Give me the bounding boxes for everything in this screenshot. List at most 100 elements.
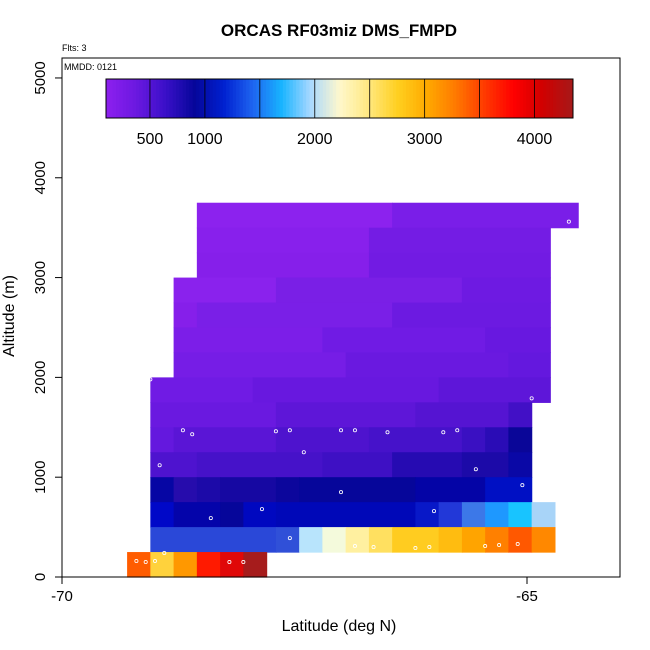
data-point: [273, 429, 278, 434]
heatmap-cell: [299, 527, 323, 553]
data-point: [190, 203, 195, 208]
heatmap-cell: [243, 502, 277, 528]
colorbar-segment: [492, 79, 497, 118]
colorbar-segment: [256, 79, 260, 118]
colorbar-segment: [249, 79, 254, 118]
colorbar-segment: [366, 79, 371, 118]
heatmap-cell: [438, 377, 551, 403]
colorbar-segment: [236, 79, 240, 118]
colorbar-tick-label: 1000: [187, 131, 223, 148]
heatmap-cell: [220, 477, 277, 503]
heatmap-cell: [392, 302, 551, 329]
heatmap-cell: [173, 502, 221, 528]
heatmap-cell: [196, 552, 221, 578]
colorbar-segment: [442, 79, 447, 118]
colorbar-segment: [132, 79, 137, 118]
colorbar-segment: [449, 79, 454, 118]
colorbar-segment: [276, 79, 280, 118]
colorbar-segment: [559, 79, 564, 118]
colorbar-segment: [322, 79, 327, 118]
heatmap-cell: [461, 452, 509, 478]
colorbar-segment: [329, 79, 334, 118]
colorbar-tick-label: 2000: [297, 131, 333, 148]
colorbar-segment: [456, 79, 461, 118]
colorbar-segment: [316, 79, 320, 118]
heatmap-cell: [150, 527, 277, 553]
data-point: [352, 544, 357, 549]
colorbar-segment: [569, 79, 574, 118]
colorbar-segment: [136, 79, 140, 118]
data-point: [352, 428, 357, 433]
colorbar-segment: [226, 79, 230, 118]
heatmap-cell: [531, 502, 556, 528]
data-point: [338, 428, 343, 433]
colorbar-segment: [252, 79, 257, 118]
data-point: [227, 560, 232, 565]
data-point: [455, 428, 460, 433]
heatmap-cell: [508, 427, 533, 453]
colorbar-segment: [266, 79, 270, 118]
colorbar-segment: [186, 79, 190, 118]
colorbar-segment: [396, 79, 401, 118]
data-point: [143, 535, 148, 540]
data-point: [190, 432, 195, 437]
colorbar-segment: [546, 79, 551, 118]
colorbar-segment: [466, 79, 471, 118]
heatmap-cell: [243, 552, 268, 578]
data-point: [371, 545, 376, 550]
y-tick-label: 1000: [32, 461, 49, 494]
colorbar-segment: [109, 79, 114, 118]
colorbar-segment: [459, 79, 464, 118]
heatmap-cell: [461, 427, 486, 453]
colorbar-segment: [519, 79, 524, 118]
colorbar-segment: [206, 79, 210, 118]
colorbar-segment: [522, 79, 527, 118]
colorbar-segment: [126, 79, 130, 118]
data-point: [287, 428, 292, 433]
colorbar-segment: [452, 79, 457, 118]
colorbar-segment: [376, 79, 381, 118]
colorbar-segment: [352, 79, 357, 118]
colorbar-segment: [106, 79, 110, 118]
colorbar-segment: [372, 79, 377, 118]
colorbar-segment: [349, 79, 354, 118]
data-point: [529, 396, 534, 401]
colorbar-segment: [379, 79, 384, 118]
heatmap-cell: [150, 452, 198, 478]
heatmap-cell: [461, 527, 486, 553]
heatmap-cell: [196, 302, 393, 329]
heatmap-cell: [173, 552, 198, 578]
heatmap-cell: [415, 402, 509, 428]
heatmap-cell: [173, 277, 277, 304]
heatmap-cell: [508, 527, 533, 553]
colorbar-segment: [219, 79, 224, 118]
heatmap-cell: [392, 202, 579, 229]
data-point: [427, 545, 432, 550]
heatmap-cell: [275, 402, 416, 428]
data-point: [166, 292, 171, 297]
y-tick-label: 3000: [32, 261, 49, 294]
heatmap-cell: [150, 427, 175, 453]
heatmap-cell: [345, 527, 370, 553]
heatmap-cell: [173, 302, 198, 329]
colorbar-segment: [269, 79, 274, 118]
heatmap-cell: [322, 452, 393, 478]
colorbar-segment: [176, 79, 180, 118]
data-point: [431, 509, 436, 514]
colorbar-segment: [302, 79, 307, 118]
heatmap-cell: [485, 502, 509, 528]
flights-label: Flts: 3: [62, 43, 87, 53]
data-point: [385, 430, 390, 435]
colorbar-segment: [239, 79, 244, 118]
y-axis-label: Altitude (m): [1, 275, 18, 357]
colorbar-segment: [509, 79, 514, 118]
colorbar-segment: [462, 79, 467, 118]
heatmap-cell: [220, 502, 244, 528]
colorbar-segment: [222, 79, 227, 118]
data-point: [259, 507, 264, 512]
colorbar-segment: [289, 79, 294, 118]
colorbar-segment: [392, 79, 397, 118]
colorbar-segment: [149, 79, 154, 118]
heatmap-cell: [322, 327, 486, 354]
colorbar-segment: [122, 79, 127, 118]
